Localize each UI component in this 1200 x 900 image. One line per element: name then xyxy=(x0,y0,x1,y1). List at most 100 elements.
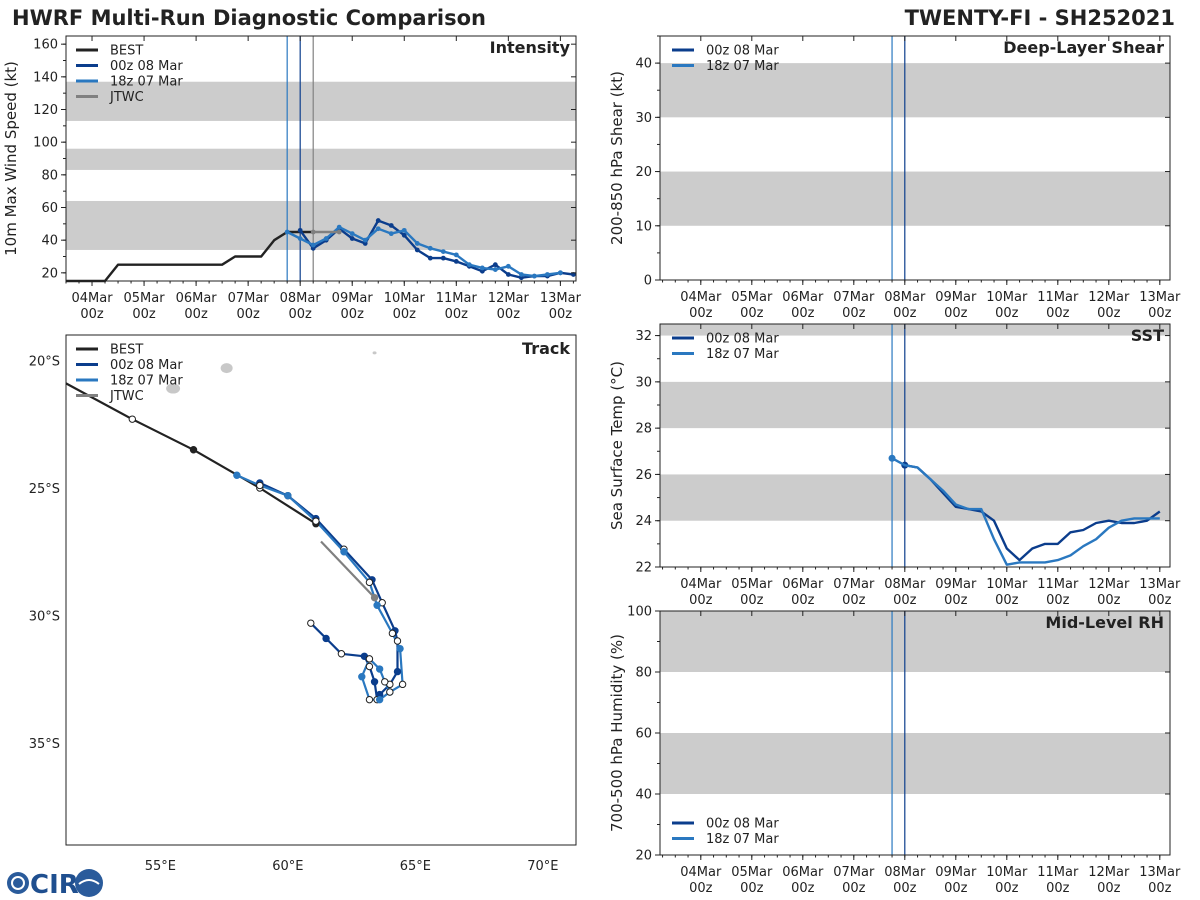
shear-xtick-label-9: 13Mar xyxy=(1139,290,1181,305)
rh-xtick-sublabel-2: 00z xyxy=(791,881,815,896)
intensity-point-1-16 xyxy=(505,272,511,277)
intensity-title: Intensity xyxy=(490,38,571,57)
track-ytick-label-3: 35°S xyxy=(29,737,60,752)
sst-xtick-label-8: 12Mar xyxy=(1088,577,1130,592)
intensity-ylabel: 10m Max Wind Speed (kt) xyxy=(2,61,20,256)
track-point-1-13 xyxy=(365,662,374,671)
track-legend-label-1: 00z 08 Mar xyxy=(110,358,183,373)
sst-xtick-label-1: 05Mar xyxy=(731,577,773,592)
intensity-xtick-label-3: 07Mar xyxy=(228,291,270,306)
intensity-point-1-11 xyxy=(440,255,446,261)
intensity-xtick-sublabel-7: 00z xyxy=(445,307,469,322)
sst-xtick-label-7: 11Mar xyxy=(1037,577,1079,592)
intensity-point-2-16 xyxy=(492,267,498,272)
intensity-point-2-5 xyxy=(349,231,355,237)
shear-xtick-sublabel-8: 00z xyxy=(1097,306,1121,321)
sst-band-1 xyxy=(660,381,1170,429)
track-point-3-1 xyxy=(370,593,379,602)
track-xtick-label-1: 60°E xyxy=(272,859,303,874)
shear-ylabel: 200-850 hPa Shear (kt) xyxy=(608,71,626,245)
sst-frame xyxy=(659,323,1171,568)
intensity-xtick-label-9: 13Mar xyxy=(540,291,582,306)
rh-ytick-label-2: 60 xyxy=(635,727,652,742)
sst-band-0 xyxy=(660,474,1170,521)
intensity-xtick-label-4: 08Mar xyxy=(280,291,322,306)
track-xtick-label-0: 55°E xyxy=(145,859,176,874)
intensity-xtick-sublabel-5: 00z xyxy=(341,307,365,322)
intensity-xtick-label-8: 12Mar xyxy=(488,291,530,306)
rh-band-1 xyxy=(660,611,1170,672)
intensity-panel: 2040608010012014016004Mar00z05Mar00z06Ma… xyxy=(2,35,582,322)
intensity-ytick-label-7: 160 xyxy=(33,38,58,53)
rh-panel: 2040608010004Mar00z05Mar00z06Mar00z07Mar… xyxy=(608,605,1181,897)
intensity-point-2-8 xyxy=(388,231,394,237)
sst-ytick-label-5: 32 xyxy=(635,329,652,344)
sst-xtick-sublabel-6: 00z xyxy=(995,593,1019,608)
intensity-ytick-label-4: 100 xyxy=(33,136,58,151)
intensity-legend-label-2: 18z 07 Mar xyxy=(110,75,183,90)
shear-xtick-sublabel-1: 00z xyxy=(740,306,764,321)
track-point-2-11 xyxy=(381,678,389,686)
track-point-2-16 xyxy=(375,695,384,704)
shear-band-1 xyxy=(660,63,1170,118)
intensity-point-2-2 xyxy=(310,242,316,248)
track-ytick-label-1: 25°S xyxy=(29,482,60,497)
sst-line-18z-07-mar xyxy=(891,457,1160,566)
intensity-ytick-label-3: 80 xyxy=(41,168,58,183)
sst-xtick-label-4: 08Mar xyxy=(884,577,926,592)
intensity-point-2-4 xyxy=(336,224,342,230)
rh-xtick-label-8: 12Mar xyxy=(1088,865,1130,880)
shear-ytick-label-2: 20 xyxy=(635,165,652,180)
rh-xtick-sublabel-8: 00z xyxy=(1097,881,1121,896)
intensity-line-best xyxy=(66,230,314,283)
rh-legend-label-1: 18z 07 Mar xyxy=(706,832,779,847)
globe-icon xyxy=(7,872,29,894)
rh-xtick-label-3: 07Mar xyxy=(833,865,875,880)
shear-xtick-label-2: 06Mar xyxy=(782,290,824,305)
rh-xtick-label-7: 11Mar xyxy=(1037,865,1079,880)
track-point-1-8 xyxy=(393,667,402,676)
sst-legend-label-0: 00z 08 Mar xyxy=(706,332,779,347)
sst-xtick-label-5: 09Mar xyxy=(935,577,977,592)
track-point-1-16 xyxy=(322,634,330,643)
intensity-xtick-sublabel-8: 00z xyxy=(497,307,521,322)
intensity-point-2-12 xyxy=(440,249,446,255)
intensity-point-2-3 xyxy=(323,236,329,241)
cira-logo: CIRA xyxy=(7,869,103,900)
shear-xtick-label-1: 05Mar xyxy=(731,290,773,305)
rh-xtick-label-0: 04Mar xyxy=(680,865,722,880)
shear-xtick-sublabel-2: 00z xyxy=(791,306,815,321)
track-point-2-13 xyxy=(365,655,374,663)
rh-band-0 xyxy=(660,733,1170,794)
sst-ytick-label-3: 28 xyxy=(635,422,652,437)
intensity-point-1-15 xyxy=(492,262,498,268)
intensity-point-2-21 xyxy=(557,270,563,276)
intensity-point-1-10 xyxy=(427,255,433,261)
shear-frame xyxy=(659,35,1171,281)
rh-xtick-label-9: 13Mar xyxy=(1139,865,1181,880)
globe-ring xyxy=(11,876,25,890)
intensity-point-1-6 xyxy=(375,218,381,223)
sst-xtick-sublabel-3: 00z xyxy=(842,593,866,608)
intensity-point-2-13 xyxy=(453,252,459,258)
rh-ytick-label-0: 20 xyxy=(635,849,652,864)
intensity-point-2-19 xyxy=(531,273,537,279)
intensity-point-2-20 xyxy=(544,272,550,277)
intensity-band-2 xyxy=(66,81,576,121)
shear-ytick-label-0: 0 xyxy=(644,274,652,289)
intensity-point-2-1 xyxy=(297,236,303,241)
rh-xtick-label-2: 06Mar xyxy=(782,865,824,880)
island-rodrigues xyxy=(372,351,377,355)
island-reunion xyxy=(166,383,181,394)
track-point-2-17 xyxy=(386,688,394,696)
rh-ytick-label-3: 80 xyxy=(635,666,652,681)
track-point-2-2 xyxy=(284,491,292,500)
rh-title: Mid-Level RH xyxy=(1045,613,1164,632)
shear-xtick-sublabel-7: 00z xyxy=(1046,306,1070,321)
sst-ytick-label-2: 26 xyxy=(635,468,652,483)
track-point-0-2 xyxy=(189,446,198,454)
rh-xtick-label-1: 05Mar xyxy=(731,865,773,880)
shear-xtick-label-4: 08Mar xyxy=(884,290,926,305)
shear-xtick-label-7: 11Mar xyxy=(1037,290,1079,305)
intensity-xtick-sublabel-0: 00z xyxy=(80,307,104,322)
